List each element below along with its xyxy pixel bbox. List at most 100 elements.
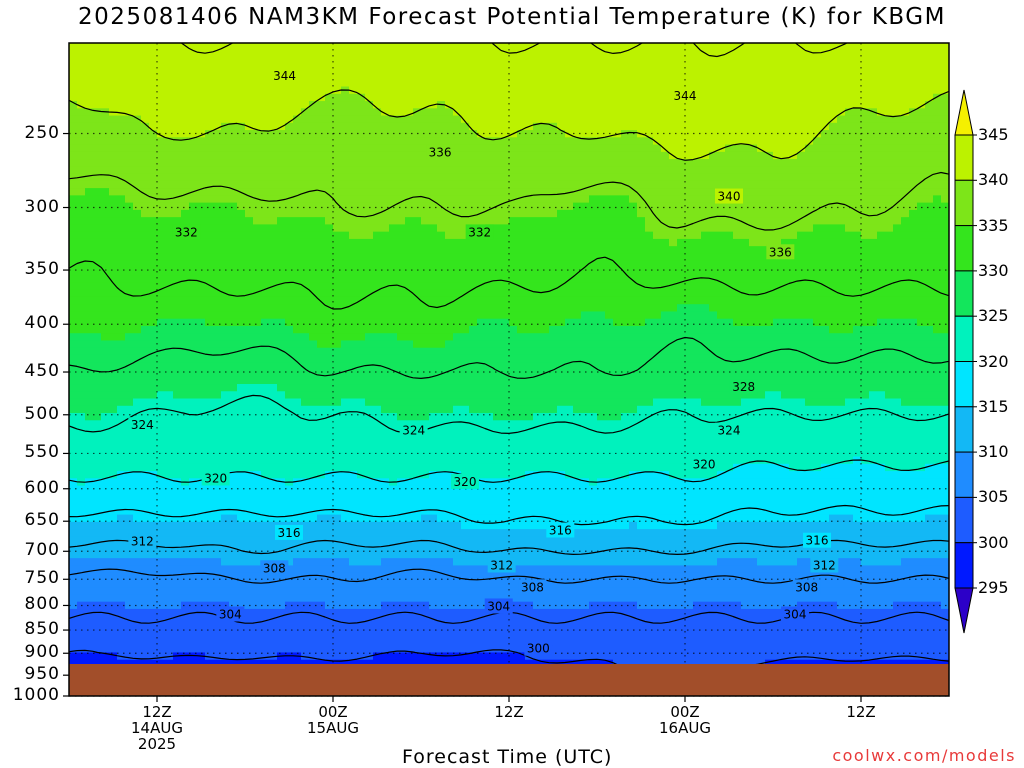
shade-cell [277, 253, 286, 262]
shade-cell [181, 565, 190, 574]
shade-cell [237, 369, 246, 378]
shade-cell [373, 652, 382, 661]
shade-cell [213, 507, 222, 516]
shade-cell [317, 231, 326, 240]
shade-cell [341, 391, 350, 400]
shade-cell [141, 267, 150, 276]
shade-cell [269, 485, 278, 494]
shade-cell [413, 587, 422, 596]
shade-cell [253, 217, 262, 225]
shade-cell [245, 296, 254, 305]
shade-cell [221, 115, 230, 124]
shade-cell [77, 514, 86, 523]
shade-cell [333, 456, 342, 465]
shade-cell [173, 478, 182, 487]
shade-cell [429, 521, 438, 530]
shade-cell [309, 325, 318, 334]
shade-cell [173, 122, 182, 131]
shade-cell [317, 115, 326, 124]
shade-cell [197, 529, 206, 537]
shade-cell [213, 413, 222, 421]
shade-cell [365, 558, 374, 566]
shade-cell [245, 209, 254, 218]
shade-cell [469, 108, 478, 117]
shade-cell [261, 587, 270, 596]
shade-cell [461, 413, 470, 421]
shade-cell [101, 572, 110, 581]
shade-cell [125, 282, 134, 291]
shade-cell [141, 463, 150, 472]
shade-cell [325, 144, 334, 153]
shade-cell [133, 449, 142, 458]
shade-cell [285, 311, 294, 320]
shade-cell [485, 572, 494, 581]
shade-cell [229, 296, 238, 305]
shade-cell [261, 224, 270, 233]
shade-cell [341, 253, 350, 262]
shade-cell [197, 362, 206, 371]
shade-cell [461, 521, 470, 530]
shade-cell [453, 442, 462, 450]
shade-cell [237, 217, 246, 225]
shade-cell [333, 536, 342, 545]
shade-cell [325, 340, 334, 349]
shade-cell [397, 79, 406, 88]
shade-cell [181, 572, 190, 581]
shade-cell [389, 362, 398, 371]
shade-cell [197, 43, 206, 51]
shade-cell [149, 485, 158, 494]
shade-cell [357, 354, 366, 363]
shade-cell [421, 304, 430, 313]
shade-cell [445, 471, 454, 479]
shade-cell [69, 231, 78, 240]
shade-cell [85, 434, 94, 443]
shade-cell [237, 434, 246, 443]
shade-cell [157, 101, 166, 109]
shade-cell [133, 384, 142, 392]
shade-cell [221, 101, 230, 109]
shade-cell [181, 434, 190, 443]
shade-cell [157, 86, 166, 95]
shade-cell [357, 645, 366, 654]
shade-cell [197, 659, 206, 668]
shade-cell [309, 180, 318, 189]
shade-cell [213, 579, 222, 588]
shade-cell [469, 159, 478, 167]
shade-cell [229, 289, 238, 298]
shade-cell [397, 180, 406, 189]
shade-cell [181, 529, 190, 537]
shade-cell [453, 630, 462, 639]
shade-cell [373, 166, 382, 175]
shade-cell [365, 340, 374, 349]
shade-cell [445, 637, 454, 646]
shade-cell [181, 369, 190, 378]
shade-cell [261, 151, 270, 160]
shade-cell [501, 623, 510, 632]
shade-cell [125, 659, 134, 668]
shade-cell [389, 427, 398, 436]
shade-cell [77, 413, 86, 421]
shade-cell [365, 384, 374, 392]
shade-cell [229, 514, 238, 523]
shade-cell [277, 354, 286, 363]
shade-cell [437, 608, 446, 617]
shade-cell [381, 340, 390, 349]
shade-cell [157, 57, 166, 66]
shade-cell [269, 340, 278, 349]
shade-cell [325, 253, 334, 262]
shade-cell [157, 608, 166, 617]
shade-cell [245, 391, 254, 400]
shade-cell [501, 267, 510, 276]
shade-cell [269, 79, 278, 88]
shade-cell [413, 594, 422, 603]
shade-cell [245, 72, 254, 80]
shade-cell [317, 217, 326, 225]
shade-cell [133, 492, 142, 501]
shade-cell [229, 507, 238, 516]
shade-cell [317, 195, 326, 204]
shade-cell [125, 238, 134, 247]
shade-cell [149, 587, 158, 596]
shade-cell [309, 195, 318, 204]
shade-cell [341, 101, 350, 109]
shade-cell [341, 238, 350, 247]
